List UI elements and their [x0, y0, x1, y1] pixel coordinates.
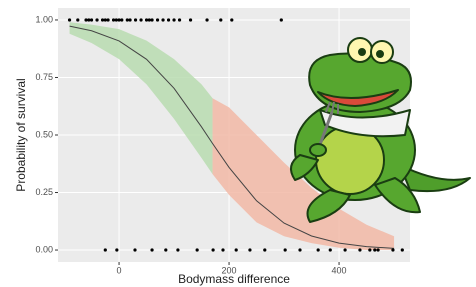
x-tick-label: 0	[117, 265, 122, 275]
data-point	[205, 18, 208, 21]
data-point	[358, 248, 361, 251]
data-point	[391, 248, 394, 251]
data-point	[68, 18, 71, 21]
y-tick-label: 0.25	[35, 187, 53, 197]
data-point	[230, 18, 233, 21]
data-point	[104, 248, 107, 251]
x-tick-label: 400	[332, 265, 347, 275]
data-point	[133, 248, 136, 251]
data-point	[161, 18, 164, 21]
data-point	[115, 248, 118, 251]
data-point	[87, 18, 90, 21]
data-point	[84, 18, 87, 21]
data-point	[106, 18, 109, 21]
y-tick-label: 0.75	[35, 72, 53, 82]
data-point	[368, 248, 371, 251]
data-point	[329, 248, 332, 251]
data-point	[298, 248, 301, 251]
data-point	[167, 18, 170, 21]
data-point	[178, 18, 181, 21]
data-point	[139, 18, 142, 21]
data-point	[401, 248, 404, 251]
y-tick-label: 0.00	[35, 244, 53, 254]
data-point	[219, 18, 222, 21]
data-point	[76, 18, 79, 21]
data-point	[115, 18, 118, 21]
data-point	[344, 248, 347, 251]
data-point	[126, 18, 129, 21]
y-axis-title: Probability of survival	[14, 78, 28, 191]
data-point	[189, 18, 192, 21]
chart: Bodymass difference Probability of survi…	[0, 0, 476, 287]
data-point	[101, 18, 104, 21]
data-point	[235, 248, 238, 251]
data-point	[90, 18, 93, 21]
y-tick-label: 0.50	[35, 129, 53, 139]
data-point	[112, 18, 115, 21]
data-point	[172, 18, 175, 21]
data-point	[148, 18, 151, 21]
data-point	[212, 248, 215, 251]
data-point	[221, 248, 224, 251]
y-tick-label: 1.00	[35, 14, 53, 24]
data-point	[373, 248, 376, 251]
data-point	[280, 18, 283, 21]
data-point	[196, 248, 199, 251]
data-point	[145, 18, 148, 21]
data-point	[263, 248, 266, 251]
data-point	[176, 248, 179, 251]
data-point	[317, 248, 320, 251]
data-point	[150, 248, 153, 251]
data-point	[164, 248, 167, 251]
data-point	[377, 248, 380, 251]
x-tick-label: 200	[222, 265, 237, 275]
data-point	[117, 18, 120, 21]
data-point	[150, 18, 153, 21]
data-point	[134, 18, 137, 21]
data-point	[128, 18, 131, 21]
data-point	[104, 18, 107, 21]
data-point	[156, 18, 159, 21]
data-point	[248, 248, 251, 251]
data-point	[95, 18, 98, 21]
data-point	[120, 18, 123, 21]
data-point	[284, 248, 287, 251]
